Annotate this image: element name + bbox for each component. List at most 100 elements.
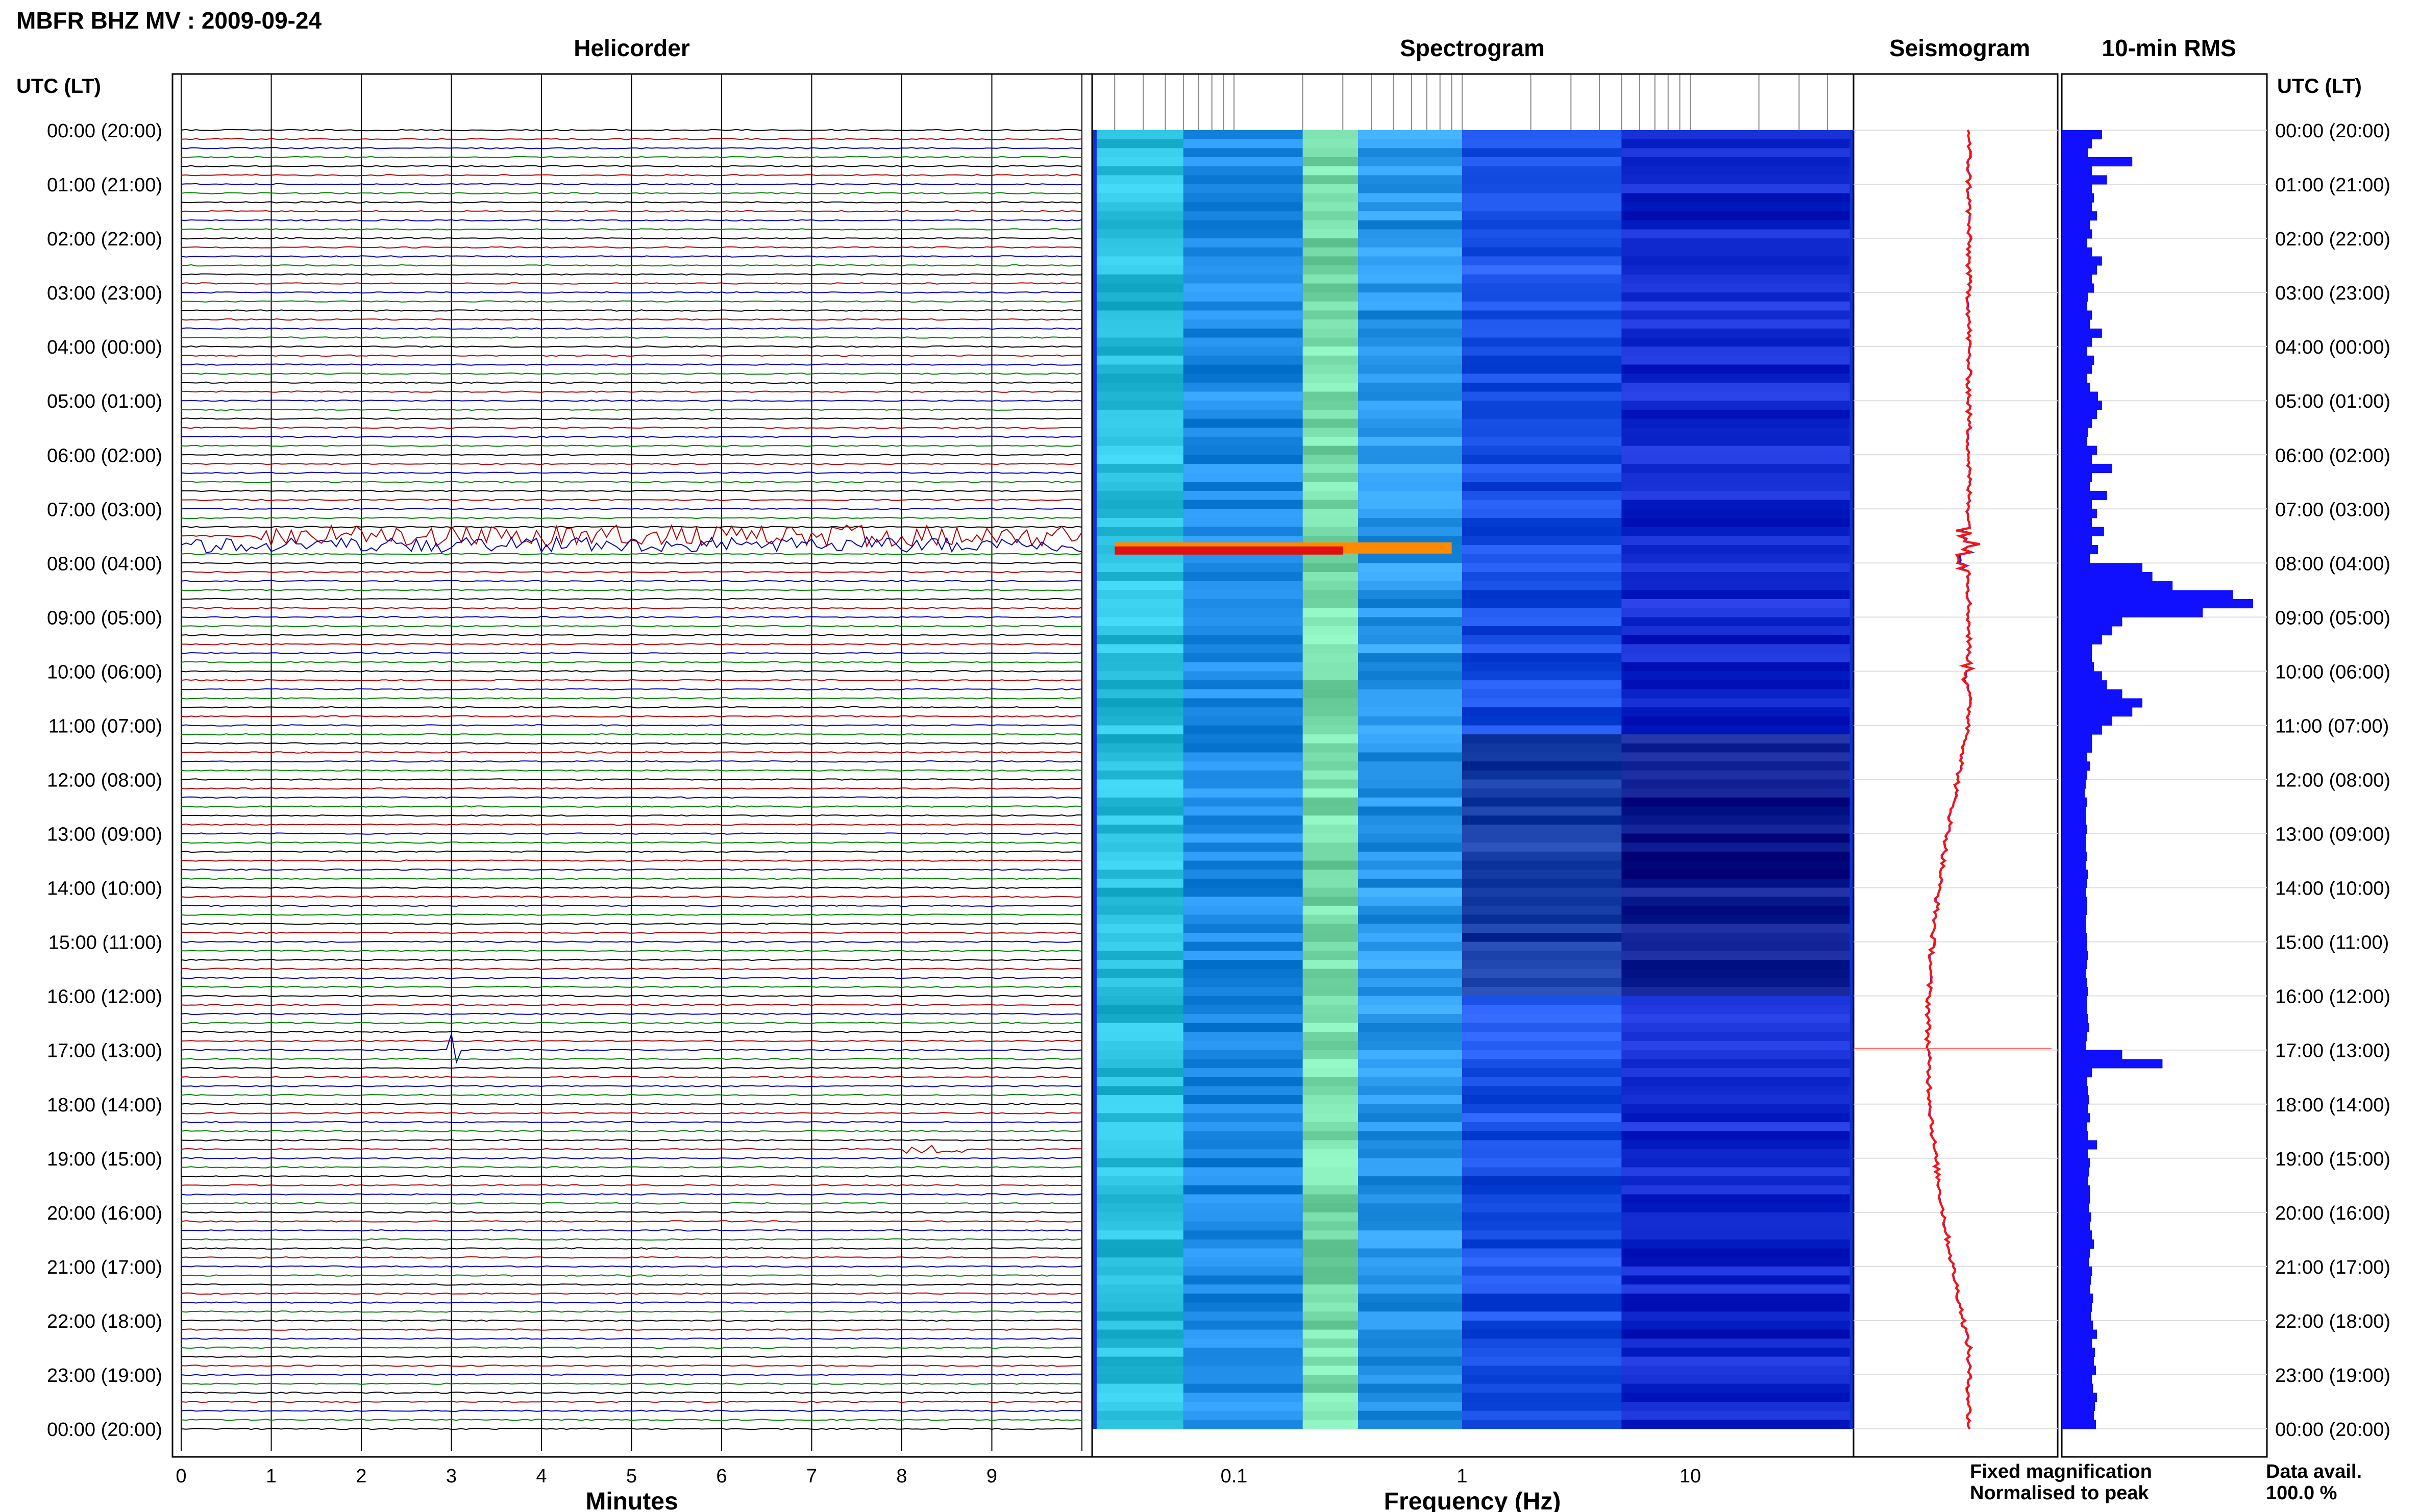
rms-bar (2062, 238, 2087, 248)
spectrogram-cell (1096, 328, 1183, 338)
spectrogram-cell (1358, 905, 1462, 915)
spectrogram-cell (1462, 418, 1622, 428)
spectrogram-cell (1621, 680, 1850, 690)
spectrogram-cell (1096, 815, 1183, 825)
rms-bar (2062, 346, 2087, 356)
spectrogram-cell (1462, 933, 1622, 943)
spectrogram-cell (1183, 1140, 1303, 1150)
spectrogram-cell (1462, 1393, 1622, 1402)
helicorder-trace (181, 1004, 1082, 1006)
spectrogram-cell (1358, 1266, 1462, 1276)
spectrogram-cell (1621, 870, 1850, 879)
spectrogram-cell (1462, 1086, 1622, 1096)
spectrogram-cell (1358, 770, 1462, 780)
spectrogram-cell (1358, 590, 1462, 600)
spectrogram-cell (1096, 1068, 1183, 1078)
spectrogram-cell (1302, 671, 1359, 681)
rms-bar (2062, 653, 2092, 663)
rms-bar (2062, 455, 2092, 464)
rms-bar (2062, 1375, 2092, 1384)
spectrogram-cell (1358, 1185, 1462, 1195)
spectrogram-cell (1096, 1420, 1183, 1429)
rms-bar (2062, 716, 2112, 726)
helicorder-trace (181, 553, 1082, 555)
spectrogram-cell (1183, 1032, 1303, 1042)
spectrogram-cell (1302, 851, 1359, 861)
spectrogram-cell (1462, 148, 1622, 158)
spectrogram-cell (1462, 617, 1622, 627)
spectrogram-cell (1358, 1068, 1462, 1078)
seismogram-panel (1853, 73, 2059, 1458)
spectrogram-cell (1183, 229, 1303, 239)
spectrogram-cell (1302, 752, 1359, 762)
rms-bar (2062, 878, 2087, 888)
spectrogram-cell (1358, 761, 1462, 771)
spectrogram-cell (1096, 355, 1183, 365)
rms-bar (2062, 211, 2097, 221)
spectrogram-cell (1621, 644, 1850, 654)
spectrogram-cell (1358, 247, 1462, 257)
spectrogram-cell (1096, 1203, 1183, 1213)
spectrogram-cell (1183, 1320, 1303, 1330)
spectrogram-cell (1462, 545, 1622, 555)
spectrogram-cell (1302, 914, 1359, 924)
data-avail-label: Data avail. (2266, 1461, 2362, 1482)
spectrogram-cell (1096, 680, 1183, 690)
spectrogram-cell (1302, 1383, 1359, 1393)
spectrogram-cell (1183, 1248, 1303, 1258)
rms-bar (2062, 1383, 2093, 1393)
spectrogram-cell (1302, 166, 1359, 176)
spectrogram-cell (1096, 428, 1183, 437)
spectrogram-cell (1183, 608, 1303, 617)
spectrogram-cell (1183, 265, 1303, 275)
spectrogram-cell (1621, 563, 1850, 573)
minute-tick-label: 6 (716, 1466, 727, 1487)
spectrogram-cell (1358, 797, 1462, 807)
spectrogram-cell (1096, 1014, 1183, 1024)
spectrogram-cell (1621, 364, 1850, 374)
minute-tick-label: 8 (896, 1466, 907, 1487)
spectrogram-cell (1462, 1140, 1622, 1150)
minute-tick-label: 3 (446, 1466, 457, 1487)
spectrogram-cell (1358, 1095, 1462, 1105)
spectrogram-cell (1302, 779, 1359, 789)
spectrogram-cell (1462, 1050, 1622, 1059)
spectrogram-cell (1302, 887, 1359, 897)
spectrogram-cell (1462, 662, 1622, 672)
helicorder-trace (181, 1211, 1082, 1214)
spectrogram-cell (1621, 1212, 1850, 1222)
helicorder-trace (181, 507, 1082, 510)
helicorder-trace (181, 940, 1082, 943)
spectrogram-cell (1462, 870, 1622, 879)
helicorder-trace (181, 877, 1082, 880)
frequency-axis-label: Frequency (Hz) (1384, 1488, 1561, 1512)
spectrogram-cell (1358, 301, 1462, 311)
spectrogram-cell (1621, 1086, 1850, 1096)
spectrogram-cell (1183, 1149, 1303, 1159)
spectrogram-cell (1621, 996, 1850, 1005)
spectrogram-cell (1358, 1356, 1462, 1366)
spectrogram-cell (1621, 1221, 1850, 1231)
spectrogram-cell (1096, 1023, 1183, 1032)
helicorder-trace (181, 1157, 1082, 1160)
spectrogram-cell (1096, 283, 1183, 293)
spectrogram-cell (1621, 987, 1850, 997)
spectrogram-cell (1462, 1149, 1622, 1159)
helicorder-trace (181, 571, 1082, 574)
rms-bar (2062, 355, 2094, 365)
rms-bar (2062, 824, 2087, 834)
spectrogram-cell (1302, 1284, 1359, 1294)
spectrogram-cell (1358, 337, 1462, 347)
rms-bar (2062, 1275, 2091, 1285)
rms-bar (2062, 401, 2102, 410)
spectrogram-cell (1358, 1239, 1462, 1249)
helicorder-trace (181, 787, 1082, 790)
time-tick-labels: 00:00 (20:00) 00:00 (20:00) 01:00 (21:00) 0… (47, 120, 2390, 1441)
spectrogram-cell (1183, 1041, 1303, 1051)
helicorder-trace (181, 1039, 1082, 1043)
spectrogram-cell (1096, 914, 1183, 924)
minute-tick-label: 4 (536, 1466, 547, 1487)
helicorder-trace (181, 300, 1082, 303)
helicorder-trace (181, 562, 1082, 564)
spectrogram-cell (1358, 842, 1462, 852)
